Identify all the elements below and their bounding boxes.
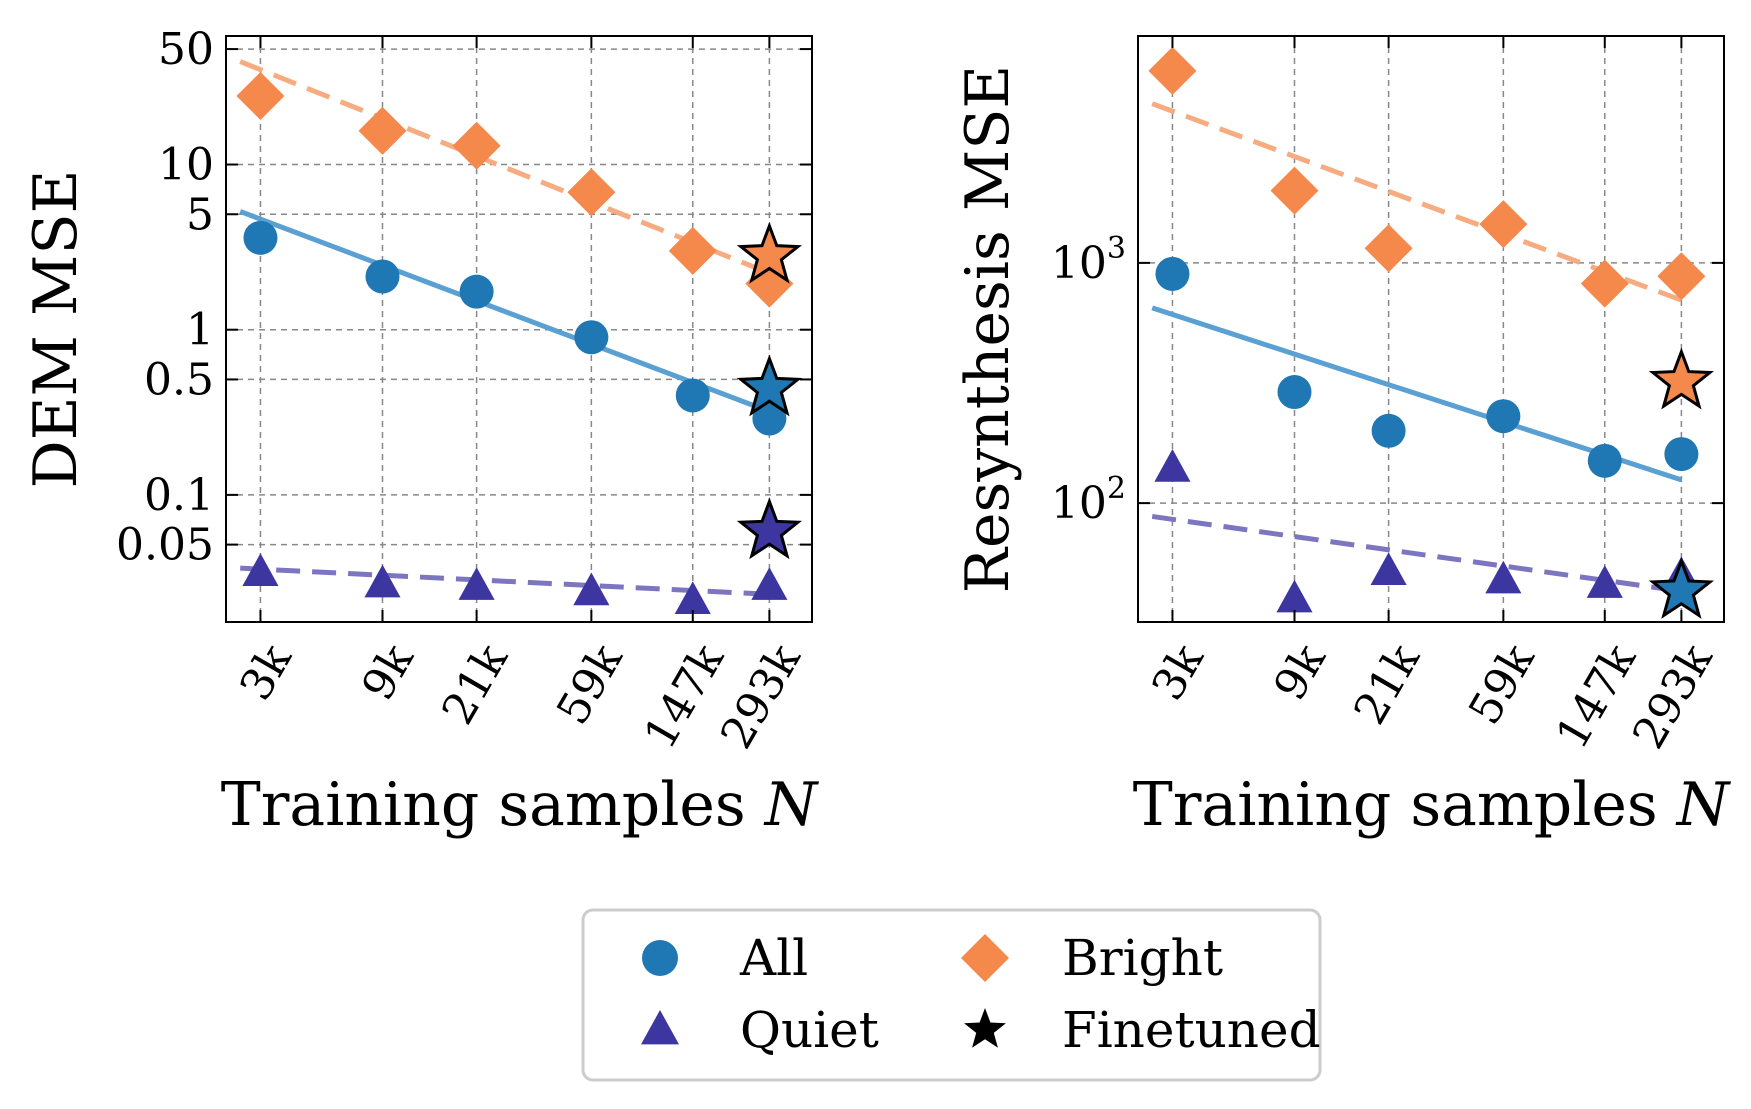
fit-line-bright xyxy=(1151,101,1683,303)
x-tick-label: 293k xyxy=(711,636,811,758)
point-quiet xyxy=(364,564,401,598)
series-bright xyxy=(1148,46,1706,308)
grid xyxy=(226,36,812,622)
x-tick-label: 147k xyxy=(1547,636,1647,758)
y-tick-label: 5 xyxy=(186,189,214,240)
finetuned-star-bright xyxy=(736,221,802,284)
point-bright xyxy=(236,71,285,120)
point-quiet xyxy=(1370,552,1407,586)
y-tick-label: 50 xyxy=(158,24,214,75)
y-axis-title: DEM MSE xyxy=(21,170,91,489)
x-tick-label: 59k xyxy=(547,636,633,733)
fit-line-bright xyxy=(239,59,771,276)
y-tick-label: 0.05 xyxy=(116,520,214,571)
y-tick-label: 0.1 xyxy=(144,470,214,521)
point-bright xyxy=(1479,200,1528,249)
legend-item-bright: Bright xyxy=(961,929,1223,987)
x-tick-label: 3k xyxy=(1142,636,1214,709)
point-quiet xyxy=(1586,565,1623,598)
y-axis-title: Resynthesis MSE xyxy=(953,65,1023,593)
point-all xyxy=(1587,443,1622,478)
legend-label: All xyxy=(739,929,808,987)
legend-marker-quiet xyxy=(641,1010,679,1045)
y-tick-label: 0.5 xyxy=(144,354,214,405)
legend-label: Finetuned xyxy=(1062,1001,1321,1059)
legend: All Bright Quiet Finetuned xyxy=(581,908,1322,1082)
legend-item-quiet: Quiet xyxy=(641,1001,879,1059)
point-quiet xyxy=(458,567,495,600)
point-all xyxy=(1486,399,1521,434)
ticks xyxy=(226,36,812,622)
y-tick-label: 10 xyxy=(158,140,214,191)
finetuned-star-all xyxy=(1648,556,1714,619)
legend-marker-finetuned xyxy=(964,1008,1006,1048)
series-bright xyxy=(236,71,794,308)
point-quiet xyxy=(751,567,788,600)
legend-label: Bright xyxy=(1062,929,1223,987)
point-quiet xyxy=(573,572,610,606)
point-all xyxy=(459,274,494,309)
grid xyxy=(1138,36,1724,622)
point-bright xyxy=(358,106,407,155)
point-all xyxy=(1664,437,1699,472)
x-tick-label: 9k xyxy=(1264,636,1336,709)
point-all xyxy=(365,259,400,294)
point-all xyxy=(1277,375,1312,410)
fit-line-quiet xyxy=(240,565,770,597)
point-quiet xyxy=(1276,579,1313,613)
point-bright xyxy=(452,121,501,170)
point-bright xyxy=(567,168,616,217)
x-tick-label: 9k xyxy=(352,636,424,709)
x-tick-label: 21k xyxy=(432,636,518,733)
point-bright xyxy=(1270,166,1319,215)
point-quiet xyxy=(1154,449,1191,482)
finetuned-star-quiet xyxy=(736,497,802,560)
x-tick-label: 3k xyxy=(230,636,302,709)
legend-label: Quiet xyxy=(740,1001,879,1059)
x-tick-label: 59k xyxy=(1459,636,1545,733)
point-all xyxy=(1371,413,1406,448)
legend-marker-bright xyxy=(961,934,1009,982)
axes-frame xyxy=(1137,35,1725,623)
legend-item-all: All xyxy=(642,929,808,987)
series-quiet xyxy=(242,553,788,614)
point-all xyxy=(574,320,609,355)
point-all xyxy=(1155,256,1190,291)
point-bright xyxy=(1364,224,1413,273)
x-tick-label: 147k xyxy=(635,636,735,758)
legend-box xyxy=(581,908,1322,1082)
x-axis-title: Training samples N xyxy=(1133,770,1732,840)
point-quiet xyxy=(242,553,279,586)
point-bright xyxy=(668,226,717,275)
legend-marker-all xyxy=(642,940,678,976)
point-quiet xyxy=(1485,560,1522,594)
series-all xyxy=(1155,256,1699,478)
legend-item-finetuned: Finetuned xyxy=(964,1001,1321,1059)
x-tick-label: 21k xyxy=(1344,636,1430,733)
finetuned-star-all xyxy=(736,354,802,417)
point-bright xyxy=(1148,46,1197,95)
point-bright xyxy=(1657,252,1706,301)
x-tick-label: 293k xyxy=(1623,636,1723,758)
point-quiet xyxy=(674,581,711,614)
finetuned-star-bright xyxy=(1648,347,1714,410)
y-tick-label: 103 xyxy=(1051,231,1126,289)
series-all xyxy=(243,220,787,436)
point-all xyxy=(752,401,787,436)
fit-line-quiet xyxy=(1151,513,1682,594)
point-bright xyxy=(1580,259,1629,308)
point-all xyxy=(243,220,278,255)
y-tick-label: 1 xyxy=(186,305,214,356)
ticks xyxy=(1138,36,1724,622)
fit-line-all xyxy=(239,209,771,414)
y-tick-label: 102 xyxy=(1051,471,1126,529)
x-axis-title: Training samples N xyxy=(221,770,820,840)
point-all xyxy=(675,378,710,413)
